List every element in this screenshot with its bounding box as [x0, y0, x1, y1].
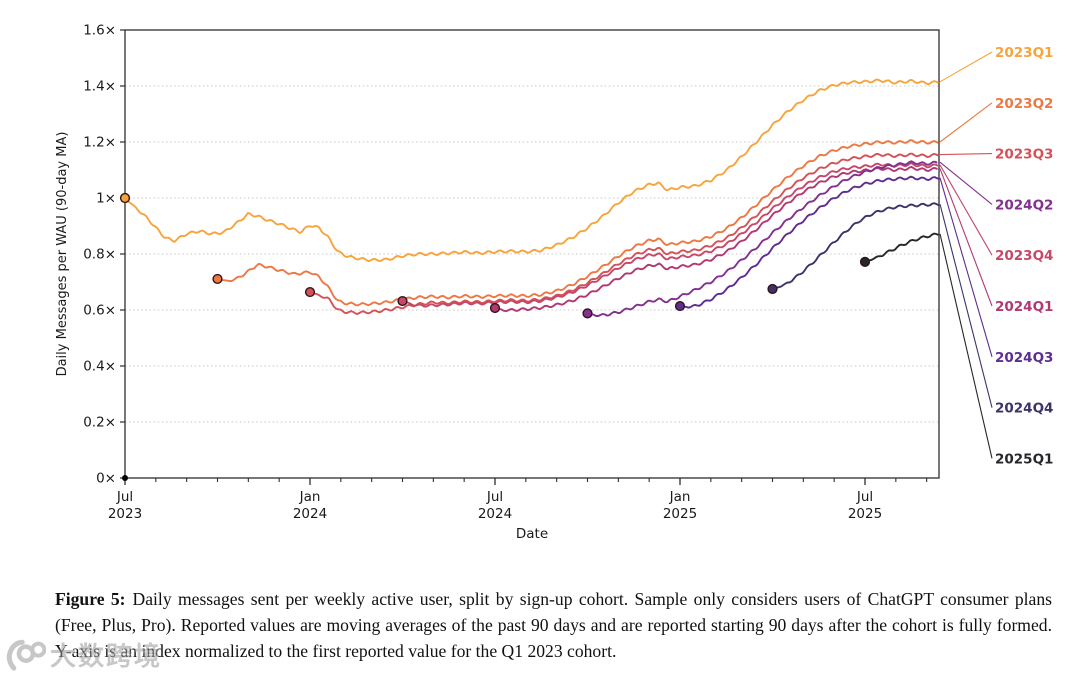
- leader-line-2024Q3: [939, 177, 993, 357]
- leader-line-2024Q1: [939, 168, 993, 307]
- leader-line-2023Q3: [939, 153, 993, 156]
- x-tick-label: Jul: [486, 489, 503, 505]
- cohort-start-marker-2023Q2: [212, 273, 223, 285]
- x-tick-label: 2025: [663, 506, 697, 522]
- series-line-2024Q4: [772, 202, 940, 290]
- cohort-label-2023Q4: 2023Q4: [995, 248, 1053, 264]
- cohort-label-2024Q2: 2024Q2: [995, 197, 1053, 213]
- cohort-label-2023Q2: 2023Q2: [995, 96, 1053, 112]
- cohort-label-2025Q1: 2025Q1: [995, 451, 1053, 467]
- series-line-2024Q1: [494, 165, 938, 313]
- leader-line-2023Q2: [939, 102, 993, 143]
- figure-caption-label: Figure 5:: [55, 588, 126, 609]
- origin-marker: [122, 475, 128, 481]
- x-tick-label: Jul: [116, 489, 133, 505]
- x-tick-label: 2025: [848, 506, 882, 522]
- figure-caption-text: Daily messages sent per weekly active us…: [55, 588, 1052, 661]
- figure-caption: Figure 5: Daily messages sent per weekly …: [55, 586, 1052, 664]
- cohort-start-marker-2023Q1: [119, 192, 131, 204]
- leader-line-2023Q1: [939, 51, 993, 83]
- series-line-2025Q1: [864, 232, 939, 263]
- series-line-2024Q2: [587, 160, 938, 317]
- y-tick-label: 0.8×: [83, 247, 116, 263]
- cohort-start-marker-2024Q4: [767, 283, 778, 295]
- series-line-2024Q3: [679, 175, 940, 309]
- cohort-line-chart: 0×0.2×0.4×0.6×0.8×1×1.2×1.4×1.6×Jul2023J…: [55, 23, 1053, 543]
- leader-line-2025Q1: [939, 233, 993, 459]
- y-tick-label: 0.2×: [83, 415, 116, 431]
- y-tick-label: 1×: [96, 191, 116, 207]
- cohort-start-marker-2023Q4: [397, 295, 408, 307]
- series-line-2023Q2: [217, 139, 939, 307]
- x-tick-label: Jan: [299, 489, 321, 505]
- cohort-label-2024Q4: 2024Q4: [995, 401, 1053, 417]
- leader-line-2024Q2: [939, 161, 993, 205]
- cohort-start-marker-2025Q1: [859, 256, 871, 267]
- cohort-start-marker-2024Q2: [582, 308, 593, 319]
- y-tick-label: 0.6×: [83, 303, 116, 319]
- leader-line-2023Q4: [939, 164, 993, 256]
- y-axis-title: Daily Messages per WAU (90-day MA): [55, 132, 70, 377]
- y-tick-label: 1.4×: [83, 79, 116, 95]
- series-line-2023Q1: [124, 78, 940, 263]
- watermark-logo-icon: [6, 639, 46, 671]
- y-tick-label: 1.2×: [83, 135, 116, 151]
- cohort-label-2024Q1: 2024Q1: [995, 299, 1053, 315]
- x-tick-label: 2023: [108, 506, 142, 522]
- cohort-start-marker-2024Q3: [674, 300, 686, 312]
- cohort-label-2024Q3: 2024Q3: [995, 350, 1053, 366]
- chart-area: 0× 0.2× 0.4× 0.6× 0.8× 1× 1.2× 1.4× 1.6× Jul 2023 J…: [55, 23, 1053, 543]
- x-axis-title: Date: [516, 526, 548, 542]
- cohort-label-2023Q3: 2023Q3: [995, 147, 1053, 163]
- x-tick-label: 2024: [293, 506, 327, 522]
- y-tick-label: 0.4×: [83, 359, 116, 375]
- y-tick-label: 0×: [96, 471, 116, 487]
- x-tick-label: Jul: [856, 489, 873, 505]
- leader-line-2024Q4: [939, 204, 993, 408]
- cohort-label-2023Q1: 2023Q1: [995, 45, 1053, 61]
- x-tick-label: 2024: [478, 506, 512, 522]
- cohort-start-marker-2023Q3: [304, 286, 316, 298]
- series-line-2023Q3: [309, 152, 939, 315]
- series-line-2023Q4: [402, 162, 939, 308]
- y-tick-label: 1.6×: [83, 23, 116, 39]
- cohort-start-marker-2024Q1: [489, 302, 501, 314]
- x-tick-label: Jan: [669, 489, 691, 505]
